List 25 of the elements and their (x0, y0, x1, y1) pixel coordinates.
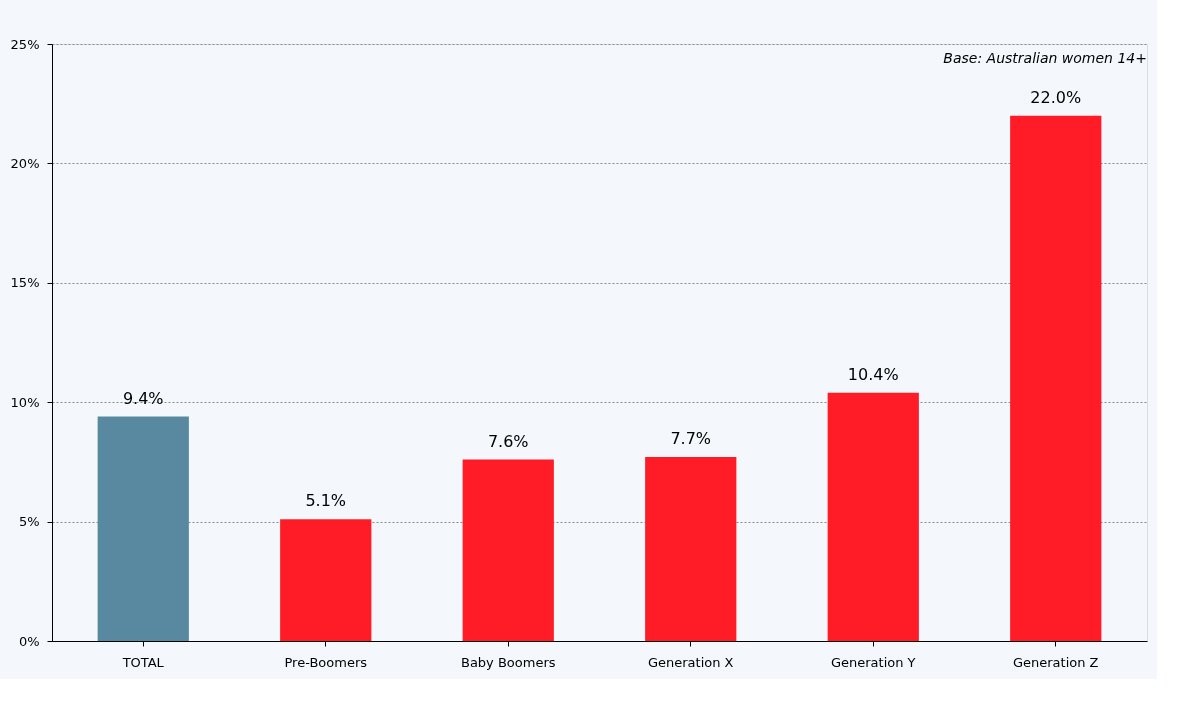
x-tick-label: Pre-Boomers (284, 654, 368, 670)
data-label: 7.6% (487, 431, 529, 451)
x-tick-label: Generation Y (830, 654, 916, 670)
data-label: 5.1% (305, 491, 347, 511)
y-tick-label: 25% (10, 36, 40, 52)
bar (645, 457, 737, 641)
data-label: 9.4% (122, 388, 164, 408)
y-tick-label: 10% (10, 394, 40, 410)
y-tick-label: 15% (10, 275, 40, 291)
data-label: 10.4% (847, 364, 899, 384)
data-label: 7.7% (670, 429, 712, 449)
x-tick-label: Baby Boomers (460, 654, 556, 670)
x-tick-label: Generation Z (1012, 654, 1099, 670)
y-tick-label: 0% (18, 633, 40, 649)
x-tick-label: TOTAL (121, 654, 165, 670)
bar (827, 392, 919, 641)
bar (462, 459, 554, 641)
y-tick-label: 20% (10, 155, 40, 171)
y-tick-label: 5% (18, 514, 40, 530)
data-label: 22.0% (1030, 87, 1082, 107)
bar (280, 519, 372, 641)
annotation: Base: Australian women 14+ (943, 50, 1147, 66)
x-tick-label: Generation X (647, 654, 734, 670)
bar (97, 416, 189, 641)
bar (1010, 115, 1102, 641)
